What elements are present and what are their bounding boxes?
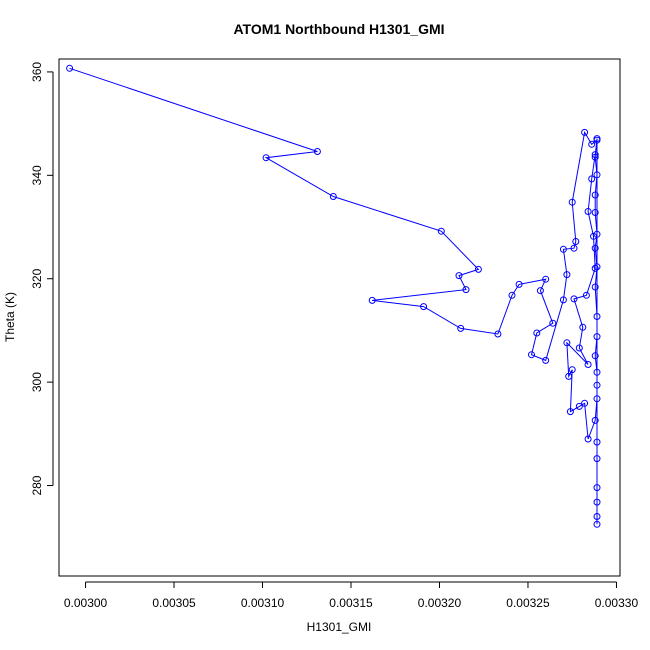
data-point: [593, 513, 601, 520]
data-point: [462, 286, 470, 294]
x-tick-label: 0.00310: [241, 596, 285, 610]
data-point: [590, 232, 597, 240]
data-point: [591, 153, 599, 161]
data-point: [474, 265, 482, 273]
data-point: [591, 209, 599, 216]
data-point: [593, 230, 601, 238]
data-point: [329, 193, 337, 200]
data-point: [570, 295, 578, 303]
data-point: [542, 356, 550, 364]
data-point: [515, 280, 523, 288]
x-tick-label: 0.00300: [64, 596, 108, 610]
plot-frame: [58, 58, 621, 577]
data-point: [533, 329, 541, 337]
data-point: [313, 148, 321, 155]
data-point: [368, 296, 376, 304]
data-point: [559, 296, 567, 304]
x-tick-label: 0.00305: [152, 596, 196, 610]
chart-title: ATOM1 Northbound H1301_GMI: [233, 21, 444, 37]
x-tick-label: 0.00320: [418, 596, 462, 610]
data-point: [593, 333, 601, 341]
data-point: [593, 313, 601, 320]
data-point: [593, 520, 601, 528]
data-point: [593, 498, 601, 506]
data-point: [591, 416, 599, 424]
data-point: [420, 303, 428, 311]
y-tick-label: 320: [30, 268, 44, 288]
data-point: [593, 263, 601, 271]
x-tick-label: 0.00315: [329, 596, 373, 610]
data-point: [591, 283, 599, 291]
data-point: [508, 291, 516, 299]
data-point: [457, 324, 465, 332]
data-point: [575, 344, 583, 352]
data-point: [570, 244, 578, 252]
data-point: [593, 438, 601, 446]
y-axis: 280 300 320 340 360: [30, 62, 54, 496]
data-point: [591, 151, 599, 159]
data-point: [593, 395, 601, 403]
data-point: [588, 140, 596, 148]
y-tick-label: 340: [30, 165, 44, 185]
data-point: [591, 191, 599, 199]
x-tick-label: 0.00325: [506, 596, 550, 610]
data-point: [591, 352, 599, 360]
data-point: [591, 264, 599, 272]
data-point: [262, 154, 270, 162]
data-point: [591, 244, 599, 252]
data-point: [566, 408, 574, 416]
data-point: [568, 198, 576, 206]
data-point: [563, 271, 571, 279]
data-point: [549, 319, 557, 327]
data-point: [563, 339, 571, 347]
data-point: [575, 402, 583, 410]
data-point: [593, 368, 601, 376]
data-point: [572, 238, 580, 245]
data-point: [455, 272, 463, 280]
data-point: [584, 361, 592, 368]
data-point: [584, 208, 592, 215]
data-point: [588, 175, 596, 183]
series-line: [69, 67, 598, 525]
data-point: [66, 64, 74, 72]
data-point: [437, 227, 445, 235]
data-point: [568, 366, 576, 374]
data-point: [584, 435, 592, 443]
data-point: [528, 351, 535, 359]
x-axis: 0.00300 0.00305 0.00310 0.00315 0.00320 0.003…: [64, 581, 639, 610]
data-point: [593, 381, 601, 389]
data-point: [581, 399, 589, 407]
y-tick-label: 360: [30, 62, 44, 82]
y-tick-label: 280: [30, 475, 44, 495]
data-point: [542, 275, 550, 283]
x-tick-label: 0.00330: [595, 596, 639, 610]
x-axis-label: H1301_GMI: [307, 620, 372, 634]
y-axis-label: Theta (K): [3, 292, 17, 342]
data-point: [593, 484, 601, 492]
data-point: [565, 372, 573, 380]
data-point: [593, 135, 601, 143]
data-point: [593, 171, 601, 179]
data-point: [582, 291, 590, 299]
data-point: [559, 245, 567, 253]
y-tick-label: 300: [30, 372, 44, 392]
data-point: [579, 323, 587, 331]
plot-area: [66, 64, 601, 528]
data-point: [593, 455, 601, 463]
data-point: [581, 128, 589, 136]
data-point: [536, 287, 544, 295]
data-point: [494, 330, 502, 338]
